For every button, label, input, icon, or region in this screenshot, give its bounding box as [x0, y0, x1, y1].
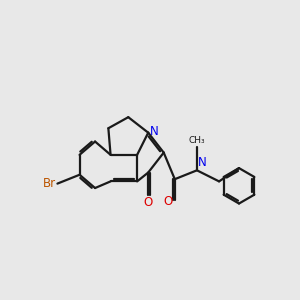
- Text: Br: Br: [43, 177, 56, 190]
- Text: CH₃: CH₃: [189, 136, 205, 145]
- Text: O: O: [144, 196, 153, 209]
- Text: O: O: [163, 195, 172, 208]
- Text: N: N: [198, 156, 207, 169]
- Text: N: N: [150, 125, 159, 138]
